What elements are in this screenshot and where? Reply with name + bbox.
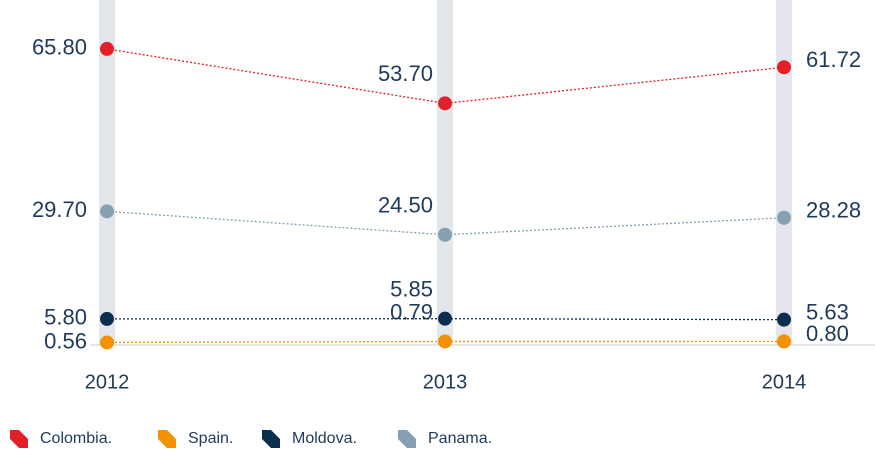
value-label: 0.79	[390, 299, 433, 324]
series-line	[106, 210, 785, 236]
data-point	[777, 60, 791, 75]
year-band	[99, 0, 115, 345]
data-point	[438, 96, 452, 111]
value-label: 5.85	[390, 276, 433, 301]
series-line	[106, 318, 785, 321]
value-label: 0.56	[44, 328, 87, 353]
data-point	[777, 312, 791, 327]
legend-label: Panama.	[428, 430, 492, 447]
data-point	[438, 334, 452, 349]
legend-label: Moldova.	[292, 430, 357, 447]
value-label: 65.80	[32, 35, 87, 60]
value-label: 28.28	[806, 198, 861, 223]
legend-label: Colombia.	[40, 430, 112, 447]
value-label: 5.63	[806, 299, 849, 324]
value-label: 0.80	[806, 321, 849, 346]
legend-swatch	[262, 430, 280, 448]
value-label: 29.70	[32, 197, 87, 222]
data-point	[100, 335, 114, 350]
data-point	[438, 227, 452, 242]
year-band	[437, 0, 453, 345]
legend-swatch	[398, 430, 416, 448]
data-point	[777, 334, 791, 349]
legend-swatch	[158, 430, 176, 448]
series-line	[106, 48, 785, 105]
value-label: 24.50	[378, 193, 433, 218]
legend-swatch	[10, 430, 28, 448]
year-band	[776, 0, 792, 345]
value-label: 53.70	[378, 61, 433, 86]
data-point	[100, 41, 114, 56]
data-point	[100, 204, 114, 219]
x-tick-label: 2014	[762, 371, 807, 393]
data-point	[777, 210, 791, 225]
data-point	[100, 311, 114, 326]
series-line	[106, 340, 785, 344]
data-point	[438, 311, 452, 326]
x-tick-label: 2012	[85, 371, 130, 393]
x-tick-label: 2013	[423, 371, 468, 393]
legend-label: Spain.	[188, 430, 233, 447]
value-label: 61.72	[806, 47, 861, 72]
value-label: 5.80	[44, 305, 87, 330]
